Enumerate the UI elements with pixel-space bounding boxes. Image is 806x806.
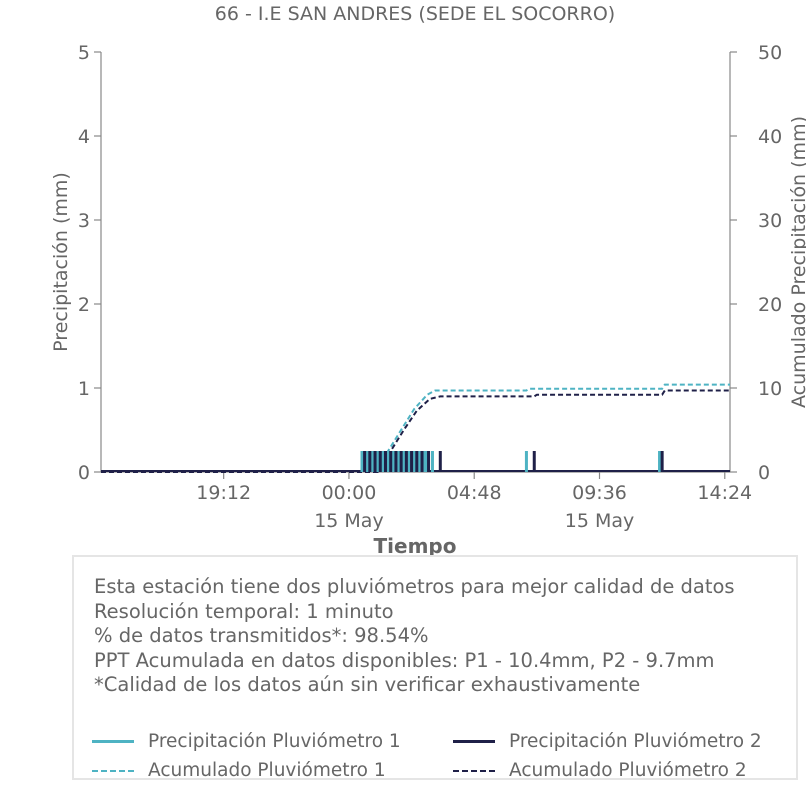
bar [383,451,387,472]
x-tick-label: 04:48 [447,482,502,504]
series-line-cumulative [101,383,730,473]
x-tick-label: 19:12 [196,482,251,504]
legend-item-precip-p2: Precipitación Pluviómetro 2 [453,731,762,752]
bar [410,451,414,472]
y-tick-label-left: 5 [78,42,90,64]
bar [389,451,393,472]
bar [360,451,364,472]
bar [363,451,367,472]
bar [660,451,664,472]
legend-item-acum-p2: Acumulado Pluviómetro 2 [453,760,747,781]
legend-label: Acumulado Pluviómetro 2 [509,760,747,781]
y-tick-label-right: 50 [758,42,782,64]
x-axis-label: Tiempo [374,534,457,558]
bar [412,451,416,472]
bar [370,451,374,472]
bar [399,451,403,472]
bar [368,451,372,472]
legend-label: Acumulado Pluviómetro 1 [148,760,386,781]
y-tick-label-left: 0 [78,462,90,484]
legend-swatch-acum-p1 [92,769,134,772]
bar [381,451,385,472]
bar [438,451,442,472]
bar [386,451,390,472]
y-tick-label-left: 1 [78,378,90,400]
chart-title: 66 - I.E SAN ANDRES (SEDE EL SOCORRO) [214,3,616,25]
x-tick-sublabel: 15 May [314,510,384,532]
info-line: *Calidad de los datos aún sin verificar … [94,673,641,696]
bar [404,451,408,472]
bar [365,451,369,472]
info-line: Resolución temporal: 1 minuto [94,599,394,623]
bar [378,451,382,472]
info-box: Esta estación tiene dos pluviómetros par… [72,555,798,781]
bar [402,451,406,472]
bar [423,451,427,472]
bar [427,451,431,472]
y-tick-label-right: 0 [758,462,770,484]
bar [415,451,419,472]
legend-swatch-precip-p2 [453,740,495,743]
bar [420,451,424,472]
bar [391,451,395,472]
y-axis-label-right: Acumulado Precipitación (mm) [788,116,806,408]
bar [658,451,662,472]
x-tick-sublabel: 15 May [565,510,635,532]
bar [417,451,421,472]
legend-label: Precipitación Pluviómetro 2 [509,731,762,752]
x-tick-label: 14:24 [697,482,752,504]
bar [524,451,528,472]
info-lines: Esta estación tiene dos pluviómetros par… [94,575,735,698]
bar [397,451,401,472]
y-axis-label-left: Precipitación (mm) [50,172,72,352]
y-tick-label-left: 4 [78,126,90,148]
info-line: Esta estación tiene dos pluviómetros par… [94,575,735,598]
legend-label: Precipitación Pluviómetro 1 [148,731,401,752]
y-tick-label-right: 40 [758,126,782,148]
bar [407,451,411,472]
bar [376,451,380,472]
info-line: PPT Acumulada en datos disponibles: P1 -… [94,648,715,672]
legend-item-precip-p1: Precipitación Pluviómetro 1 [92,731,401,752]
legend-swatch-precip-p1 [92,740,134,743]
y-tick-label-left: 2 [78,294,90,316]
y-tick-label-right: 10 [758,378,782,400]
x-tick-label: 09:36 [572,482,627,504]
legend-item-acum-p1: Acumulado Pluviómetro 1 [92,760,386,781]
y-tick-label-left: 3 [78,210,90,232]
bar [430,451,434,472]
info-line: % de datos transmitidos*: 98.54% [94,624,429,647]
y-tick-label-right: 30 [758,210,782,232]
x-tick-label: 00:00 [322,482,377,504]
y-tick-label-right: 20 [758,294,782,316]
legend-swatch-acum-p2 [453,769,495,772]
bar [532,451,536,472]
bar [394,451,398,472]
bar [373,451,377,472]
